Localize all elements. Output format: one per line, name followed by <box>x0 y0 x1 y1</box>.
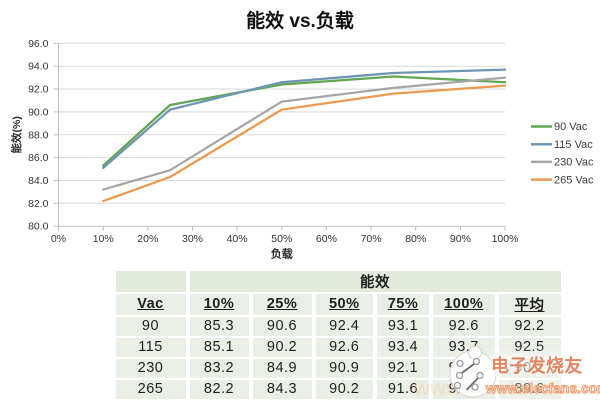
svg-text:负载: 负载 <box>271 247 293 261</box>
svg-text:0%: 0% <box>51 233 66 245</box>
svg-text:90 Vac: 90 Vac <box>554 121 588 133</box>
svg-text:20%: 20% <box>137 233 158 245</box>
svg-text:30%: 30% <box>182 233 203 245</box>
svg-text:84.0: 84.0 <box>28 175 49 187</box>
svg-text:60%: 60% <box>316 233 337 245</box>
svg-text:能效 vs.负载: 能效 vs.负载 <box>246 9 354 32</box>
svg-text:40%: 40% <box>227 233 248 245</box>
svg-text:80%: 80% <box>405 233 426 245</box>
svg-text:115 Vac: 115 Vac <box>554 139 593 151</box>
svg-text:80.0: 80.0 <box>28 221 49 233</box>
svg-text:265 Vac: 265 Vac <box>554 174 594 186</box>
svg-text:94.0: 94.0 <box>28 61 49 73</box>
svg-text:96.0: 96.0 <box>28 38 49 50</box>
svg-text:100%: 100% <box>492 233 519 245</box>
svg-text:82.0: 82.0 <box>28 198 49 210</box>
svg-text:86.0: 86.0 <box>28 152 49 164</box>
svg-text:90.0: 90.0 <box>28 106 49 118</box>
svg-text:能效(%): 能效(%) <box>10 116 23 153</box>
svg-text:70%: 70% <box>361 233 382 245</box>
svg-text:92.0: 92.0 <box>28 84 49 96</box>
svg-text:230 Vac: 230 Vac <box>554 157 594 169</box>
svg-text:10%: 10% <box>93 233 114 245</box>
svg-text:88.0: 88.0 <box>28 129 49 141</box>
svg-text:90%: 90% <box>450 233 471 245</box>
svg-text:50%: 50% <box>271 233 292 245</box>
